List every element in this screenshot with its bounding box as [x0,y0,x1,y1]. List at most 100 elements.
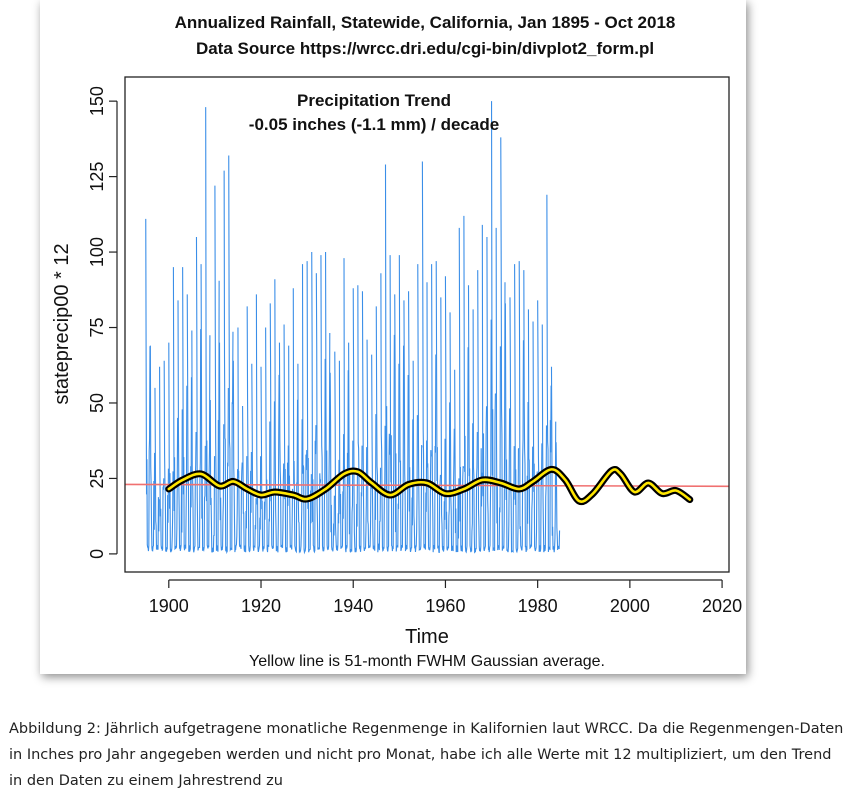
rainfall-year-1946 [380,273,386,552]
gaussian-average-group [165,465,694,506]
annotation-title: Precipitation Trend [297,91,451,110]
y-axis-label: stateprecip00 * 12 [51,243,73,404]
rainfall-year-1970 [491,101,497,551]
gaussian-average-line [167,468,692,503]
rainfall-year-1979 [532,321,538,552]
rainfall-year-1916 [242,405,248,553]
rainfall-year-1897 [154,387,160,550]
y-tick-label-150: 150 [87,86,107,116]
rainfall-year-1925 [283,324,289,553]
rainfall-year-1927 [292,288,299,554]
rainfall-year-1983 [550,366,557,553]
rainfall-year-1913 [228,155,234,552]
rainfall-year-1922 [269,303,276,549]
rainfall-year-1912 [223,170,229,555]
rainfall-year-1923 [274,279,280,553]
chart-title: Annualized Rainfall, Statewide, Californ… [175,13,676,32]
rainfall-chart: Annualized Rainfall, Statewide, Californ… [51,13,742,670]
rainfall-year-1952 [408,291,414,553]
rainfall-year-1951 [403,300,409,552]
rainfall-year-1931 [311,252,317,554]
y-tick-label-125: 125 [87,162,107,192]
rainfall-year-1898 [159,366,165,551]
rainfall-year-1966 [472,309,478,554]
rainfall-year-1900 [168,342,174,553]
rainfall-year-1942 [361,291,368,552]
rainfall-year-1899 [163,360,169,552]
figure-caption: Abbildung 2: Jährlich aufgetragene monat… [9,721,844,789]
rainfall-year-1963 [458,227,465,552]
rainfall-year-1921 [265,327,271,553]
rainfall-year-1930 [306,261,312,553]
figure-card: Annualized Rainfall, Statewide, Californ… [40,0,746,674]
rainfall-year-1956 [426,282,432,551]
rainfall-year-1937 [338,360,345,549]
rainfall-year-1984 [555,442,561,551]
chart-subtitle: Data Source https://wrcc.dri.edu/cgi-bin… [196,39,654,58]
rainfall-year-1904 [186,294,193,552]
rainfall-year-1957 [431,264,437,553]
rainfall-year-1939 [348,342,354,553]
y-tick-label-100: 100 [87,237,107,267]
rainfall-year-1954 [417,264,423,552]
rainfall-year-1924 [278,342,285,549]
y-tick-label-25: 25 [87,468,107,488]
rainfall-year-1911 [218,342,225,551]
x-tick-label-1900: 1900 [149,596,189,616]
rainfall-year-1964 [463,215,469,554]
rainfall-year-1972 [500,137,506,551]
rainfall-year-1953 [412,360,418,553]
rainfall-year-1938 [343,258,349,553]
rainfall-year-1967 [477,270,483,552]
y-tick-label-50: 50 [87,393,107,413]
rainfall-year-1933 [320,255,326,552]
rainfall-year-1926 [288,345,294,550]
rainfall-year-1978 [527,309,534,550]
rainfall-year-1920 [260,366,266,552]
rainfall-year-1973 [504,303,511,553]
rainfall-year-1955 [421,161,428,550]
rainfall-year-1982 [546,194,552,552]
rainfall-year-1907 [200,264,206,553]
rainfall-year-1929 [301,264,308,555]
rainfall-year-1961 [449,312,455,552]
x-tick-label-1980: 1980 [518,596,558,616]
rainfall-year-1980 [537,300,543,552]
rainfall-year-1974 [509,297,515,553]
rainfall-year-1971 [495,227,501,551]
rainfall-year-1948 [389,255,395,552]
footnote: Yellow line is 51-month FWHM Gaussian av… [249,653,605,670]
rainfall-year-1950 [398,255,405,552]
rainfall-year-1949 [394,294,400,552]
annotation-text: -0.05 inches (-1.1 mm) / decade [249,115,499,134]
rainfall-year-1968 [481,224,488,551]
rainfall-year-1962 [454,369,460,553]
rainfall-year-1932 [315,273,322,550]
rainfall-year-1917 [246,306,252,553]
rainfall-year-1940 [352,288,359,553]
x-axis: 1900 1920 1940 1960 1980 2000 2020 [149,579,742,616]
rainfall-year-1910 [214,185,220,552]
rainfall-year-1959 [440,297,446,552]
rainfall-year-1909 [209,399,216,553]
rainfall-year-1935 [329,372,335,552]
x-tick-label-1940: 1940 [333,596,373,616]
x-axis-label: Time [405,626,449,648]
rainfall-year-1934 [325,252,331,551]
rainfall-year-1941 [357,285,363,552]
rainfall-year-1915 [237,327,243,549]
x-tick-label-2000: 2000 [610,596,650,616]
rainfall-year-1947 [384,164,391,552]
rainfall-year-1969 [486,236,492,553]
rainfall-year-1976 [518,261,524,551]
rainfall-year-1977 [523,270,529,553]
rainfall-year-1903 [182,267,188,551]
rainfall-year-1965 [467,285,474,553]
y-axis: 0 25 50 75 100 125 150 [87,86,118,559]
rainfall-year-1914 [232,360,239,553]
rainfall-year-1928 [297,363,303,554]
y-tick-label-75: 75 [87,318,107,338]
rainfall-year-1901 [172,267,179,551]
rainfall-year-1975 [514,264,520,554]
rainfall-year-1918 [251,363,257,551]
